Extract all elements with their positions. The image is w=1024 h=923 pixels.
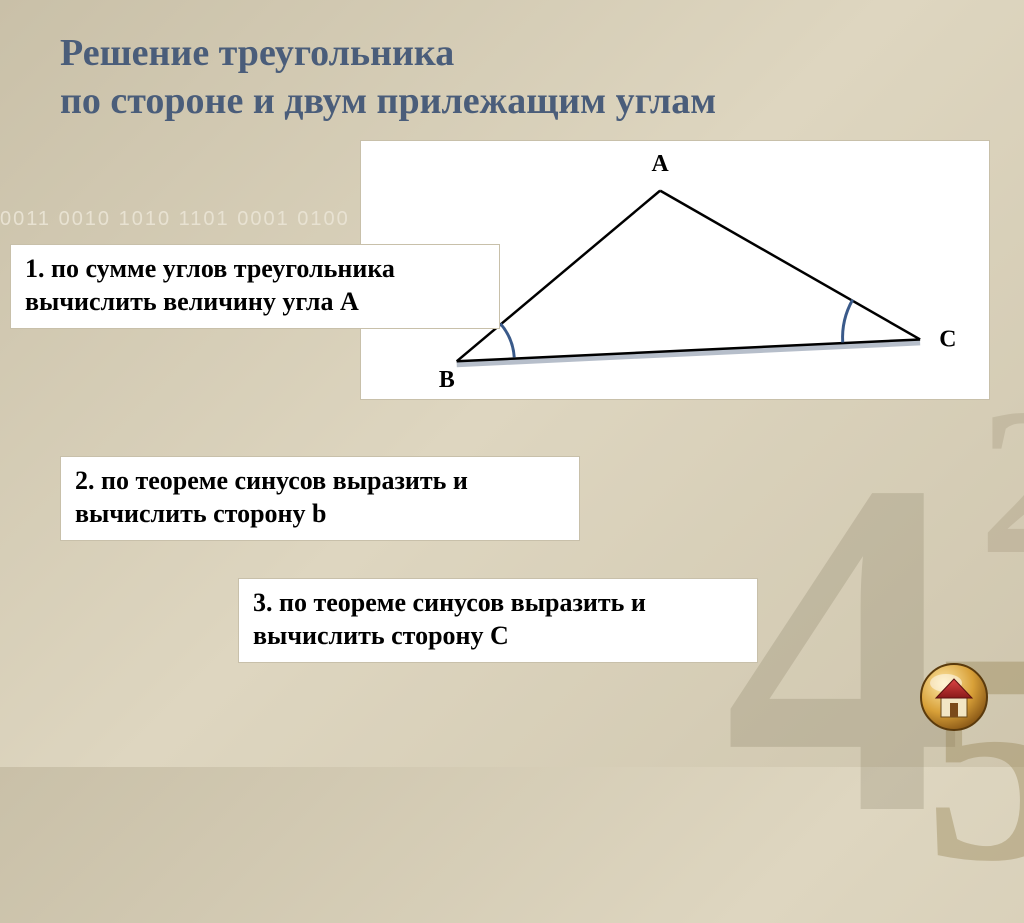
vertex-label-b: В [439, 367, 455, 393]
home-icon [918, 661, 990, 733]
vertex-label-c: С [939, 326, 956, 352]
side-bc [457, 339, 920, 361]
bg-digit-2: 2 [979, 377, 1024, 587]
step-1-line-2: вычислить величину угла А [25, 287, 359, 316]
binary-decoration: 0011 0010 1010 1101 0001 0100 [0, 208, 350, 231]
step-2-box: 2. по теореме синусов выразить и вычисли… [60, 456, 580, 541]
step-2-line-2: вычислить сторону b [75, 499, 326, 528]
vertex-label-a: А [652, 151, 670, 177]
bg-digit-5: 5 [924, 607, 1024, 907]
step-3-line-1: 3. по теореме синусов выразить и [253, 588, 646, 617]
angle-arc-b [500, 324, 514, 358]
angle-arc-c [843, 300, 853, 343]
side-ac [660, 191, 920, 340]
step-3-line-2: вычислить сторону С [253, 621, 509, 650]
home-button[interactable] [918, 661, 990, 733]
base-highlight [457, 342, 920, 364]
title-line-1: Решение треугольника [60, 32, 454, 74]
title-line-2: по стороне и двум прилежащим углам [60, 80, 716, 122]
step-1-box: 1. по сумме углов треугольника вычислить… [10, 244, 500, 329]
step-1-line-1: 1. по сумме углов треугольника [25, 254, 395, 283]
bg-digit-4: 4 [724, 407, 964, 887]
slide-title: Решение треугольника по стороне и двум п… [60, 30, 716, 125]
step-3-box: 3. по теореме синусов выразить и вычисли… [238, 578, 758, 663]
step-2-line-1: 2. по теореме синусов выразить и [75, 466, 468, 495]
